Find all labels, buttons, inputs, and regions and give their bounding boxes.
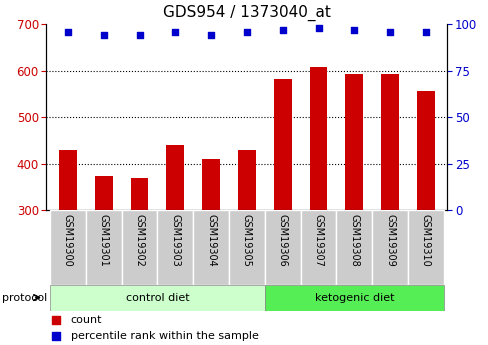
Bar: [264, 210, 300, 285]
Bar: [86, 210, 122, 285]
Bar: [407, 210, 443, 285]
Bar: [416, 91, 434, 210]
Text: GSM19307: GSM19307: [313, 214, 323, 267]
Text: GSM19310: GSM19310: [420, 214, 430, 267]
Point: [53, 317, 61, 323]
Bar: [381, 75, 398, 210]
Bar: [309, 68, 327, 210]
Point: [135, 32, 143, 38]
Bar: [157, 210, 193, 285]
Point: [350, 27, 358, 32]
Text: control diet: control diet: [125, 293, 189, 303]
Point: [386, 29, 393, 34]
Bar: [50, 210, 86, 285]
Point: [53, 334, 61, 339]
Point: [207, 32, 215, 38]
Text: GSM19303: GSM19303: [170, 214, 180, 267]
Bar: [130, 178, 148, 210]
Bar: [300, 210, 336, 285]
Bar: [273, 79, 291, 210]
Point: [171, 29, 179, 34]
Bar: [371, 210, 407, 285]
Point: [64, 29, 72, 34]
Bar: [238, 150, 255, 210]
Bar: [122, 210, 157, 285]
Title: GDS954 / 1373040_at: GDS954 / 1373040_at: [163, 5, 330, 21]
Text: GSM19308: GSM19308: [348, 214, 359, 267]
Bar: [50, 285, 264, 310]
Bar: [59, 150, 77, 210]
Text: count: count: [70, 315, 102, 325]
Text: percentile rank within the sample: percentile rank within the sample: [70, 332, 258, 341]
Point: [278, 27, 286, 32]
Text: ketogenic diet: ketogenic diet: [314, 293, 393, 303]
Text: GSM19300: GSM19300: [63, 214, 73, 267]
Text: protocol: protocol: [2, 293, 48, 303]
Bar: [336, 210, 371, 285]
Text: GSM19304: GSM19304: [206, 214, 216, 267]
Bar: [228, 210, 264, 285]
Bar: [193, 210, 228, 285]
Point: [421, 29, 429, 34]
Text: GSM19302: GSM19302: [134, 214, 144, 267]
Text: GSM19309: GSM19309: [385, 214, 394, 267]
Bar: [264, 285, 443, 310]
Text: GSM19301: GSM19301: [99, 214, 108, 267]
Text: GSM19306: GSM19306: [277, 214, 287, 267]
Text: GSM19305: GSM19305: [242, 214, 251, 267]
Bar: [95, 176, 112, 210]
Bar: [166, 145, 184, 210]
Point: [314, 25, 322, 31]
Point: [243, 29, 250, 34]
Point: [100, 32, 107, 38]
Bar: [345, 75, 363, 210]
Bar: [202, 159, 220, 210]
